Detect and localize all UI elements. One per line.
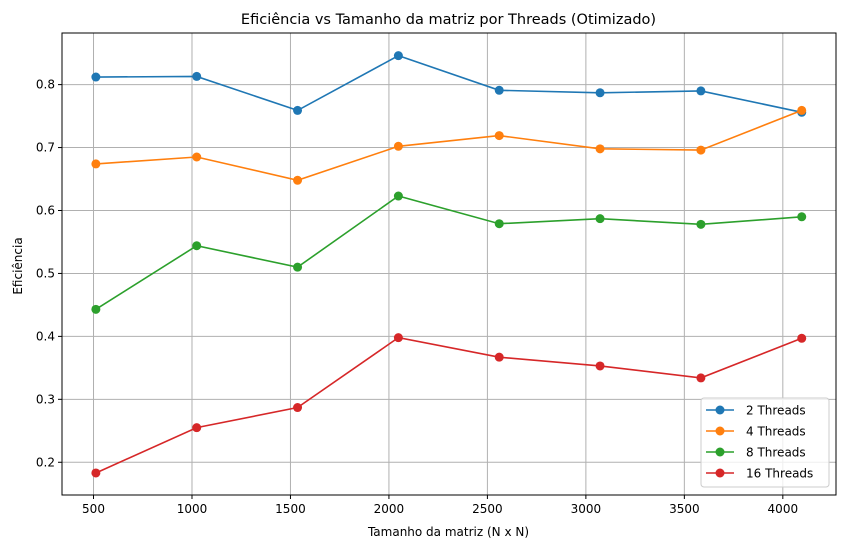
data-point bbox=[595, 88, 605, 98]
series-2 bbox=[91, 105, 807, 185]
series-3 bbox=[91, 191, 807, 314]
data-point bbox=[91, 159, 101, 169]
plot-frame bbox=[61, 32, 837, 496]
y-axis-label: Eficiência bbox=[11, 237, 25, 294]
series-line bbox=[95, 109, 803, 182]
data-point bbox=[595, 214, 605, 224]
legend-label: 4 Threads bbox=[746, 425, 806, 439]
y-tick-label: 0.8 bbox=[36, 78, 55, 92]
legend-frame bbox=[700, 397, 830, 488]
data-point bbox=[696, 373, 706, 383]
legend-marker bbox=[715, 426, 725, 436]
y-tick-label: 0.4 bbox=[36, 329, 55, 343]
legend-entry: 8 Threads bbox=[706, 446, 806, 460]
y-tick-label: 0.3 bbox=[36, 392, 55, 406]
data-point bbox=[797, 105, 807, 115]
data-point bbox=[494, 131, 504, 141]
series-layer bbox=[91, 51, 807, 478]
data-point bbox=[293, 403, 303, 413]
data-point bbox=[494, 219, 504, 229]
axes: 500 1000 1500 2000 2500 3000 3500 4000 0.2 0.3 0.4… bbox=[36, 32, 837, 516]
data-point bbox=[192, 71, 202, 81]
data-point bbox=[293, 262, 303, 272]
data-point bbox=[293, 105, 303, 115]
data-point bbox=[494, 352, 504, 362]
data-point bbox=[393, 333, 403, 343]
data-point bbox=[293, 175, 303, 185]
y-tick-label: 0.5 bbox=[36, 266, 55, 280]
legend-entry: 2 Threads bbox=[706, 404, 806, 418]
legend-label: 2 Threads bbox=[746, 404, 806, 418]
data-point bbox=[192, 241, 202, 251]
data-point bbox=[393, 51, 403, 61]
data-point bbox=[595, 144, 605, 154]
legend-marker bbox=[715, 447, 725, 457]
data-point bbox=[797, 212, 807, 222]
data-point bbox=[494, 85, 504, 95]
legend: 2 Threads 4 Threads 8 Threads 16 Threads bbox=[700, 397, 830, 488]
x-tick-label: 3500 bbox=[669, 502, 700, 516]
data-point bbox=[91, 72, 101, 82]
data-point bbox=[696, 86, 706, 96]
data-point bbox=[192, 423, 202, 433]
x-tick-label: 500 bbox=[82, 502, 105, 516]
x-tick-label: 2500 bbox=[472, 502, 503, 516]
data-point bbox=[393, 141, 403, 151]
chart-title: Eficiência vs Tamanho da matriz por Thre… bbox=[241, 12, 656, 28]
data-point bbox=[696, 219, 706, 229]
series-line bbox=[95, 336, 803, 474]
legend-entry: 16 Threads bbox=[706, 467, 813, 481]
series-4 bbox=[91, 333, 807, 478]
x-tick-label: 4000 bbox=[768, 502, 799, 516]
x-tick-label: 1500 bbox=[275, 502, 306, 516]
legend-entry: 4 Threads bbox=[706, 425, 806, 439]
legend-label: 8 Threads bbox=[746, 446, 806, 460]
data-point bbox=[91, 468, 101, 478]
legend-marker bbox=[715, 405, 725, 415]
data-point bbox=[192, 152, 202, 162]
y-tick-label: 0.7 bbox=[36, 141, 55, 155]
data-point bbox=[696, 145, 706, 155]
data-point bbox=[797, 333, 807, 343]
data-point bbox=[595, 361, 605, 371]
x-tick-label: 1000 bbox=[177, 502, 208, 516]
y-tick-label: 0.6 bbox=[36, 203, 55, 217]
legend-label: 16 Threads bbox=[746, 467, 813, 481]
data-point bbox=[393, 191, 403, 201]
legend-marker bbox=[715, 468, 725, 478]
x-tick-label: 2000 bbox=[374, 502, 405, 516]
series-1 bbox=[91, 51, 807, 117]
y-tick-label: 0.2 bbox=[36, 455, 55, 469]
series-line bbox=[95, 195, 802, 310]
x-tick-label: 3000 bbox=[571, 502, 602, 516]
data-point bbox=[91, 304, 101, 314]
x-axis-label: Tamanho da matriz (N x N) bbox=[367, 525, 529, 539]
series-line bbox=[95, 54, 802, 114]
